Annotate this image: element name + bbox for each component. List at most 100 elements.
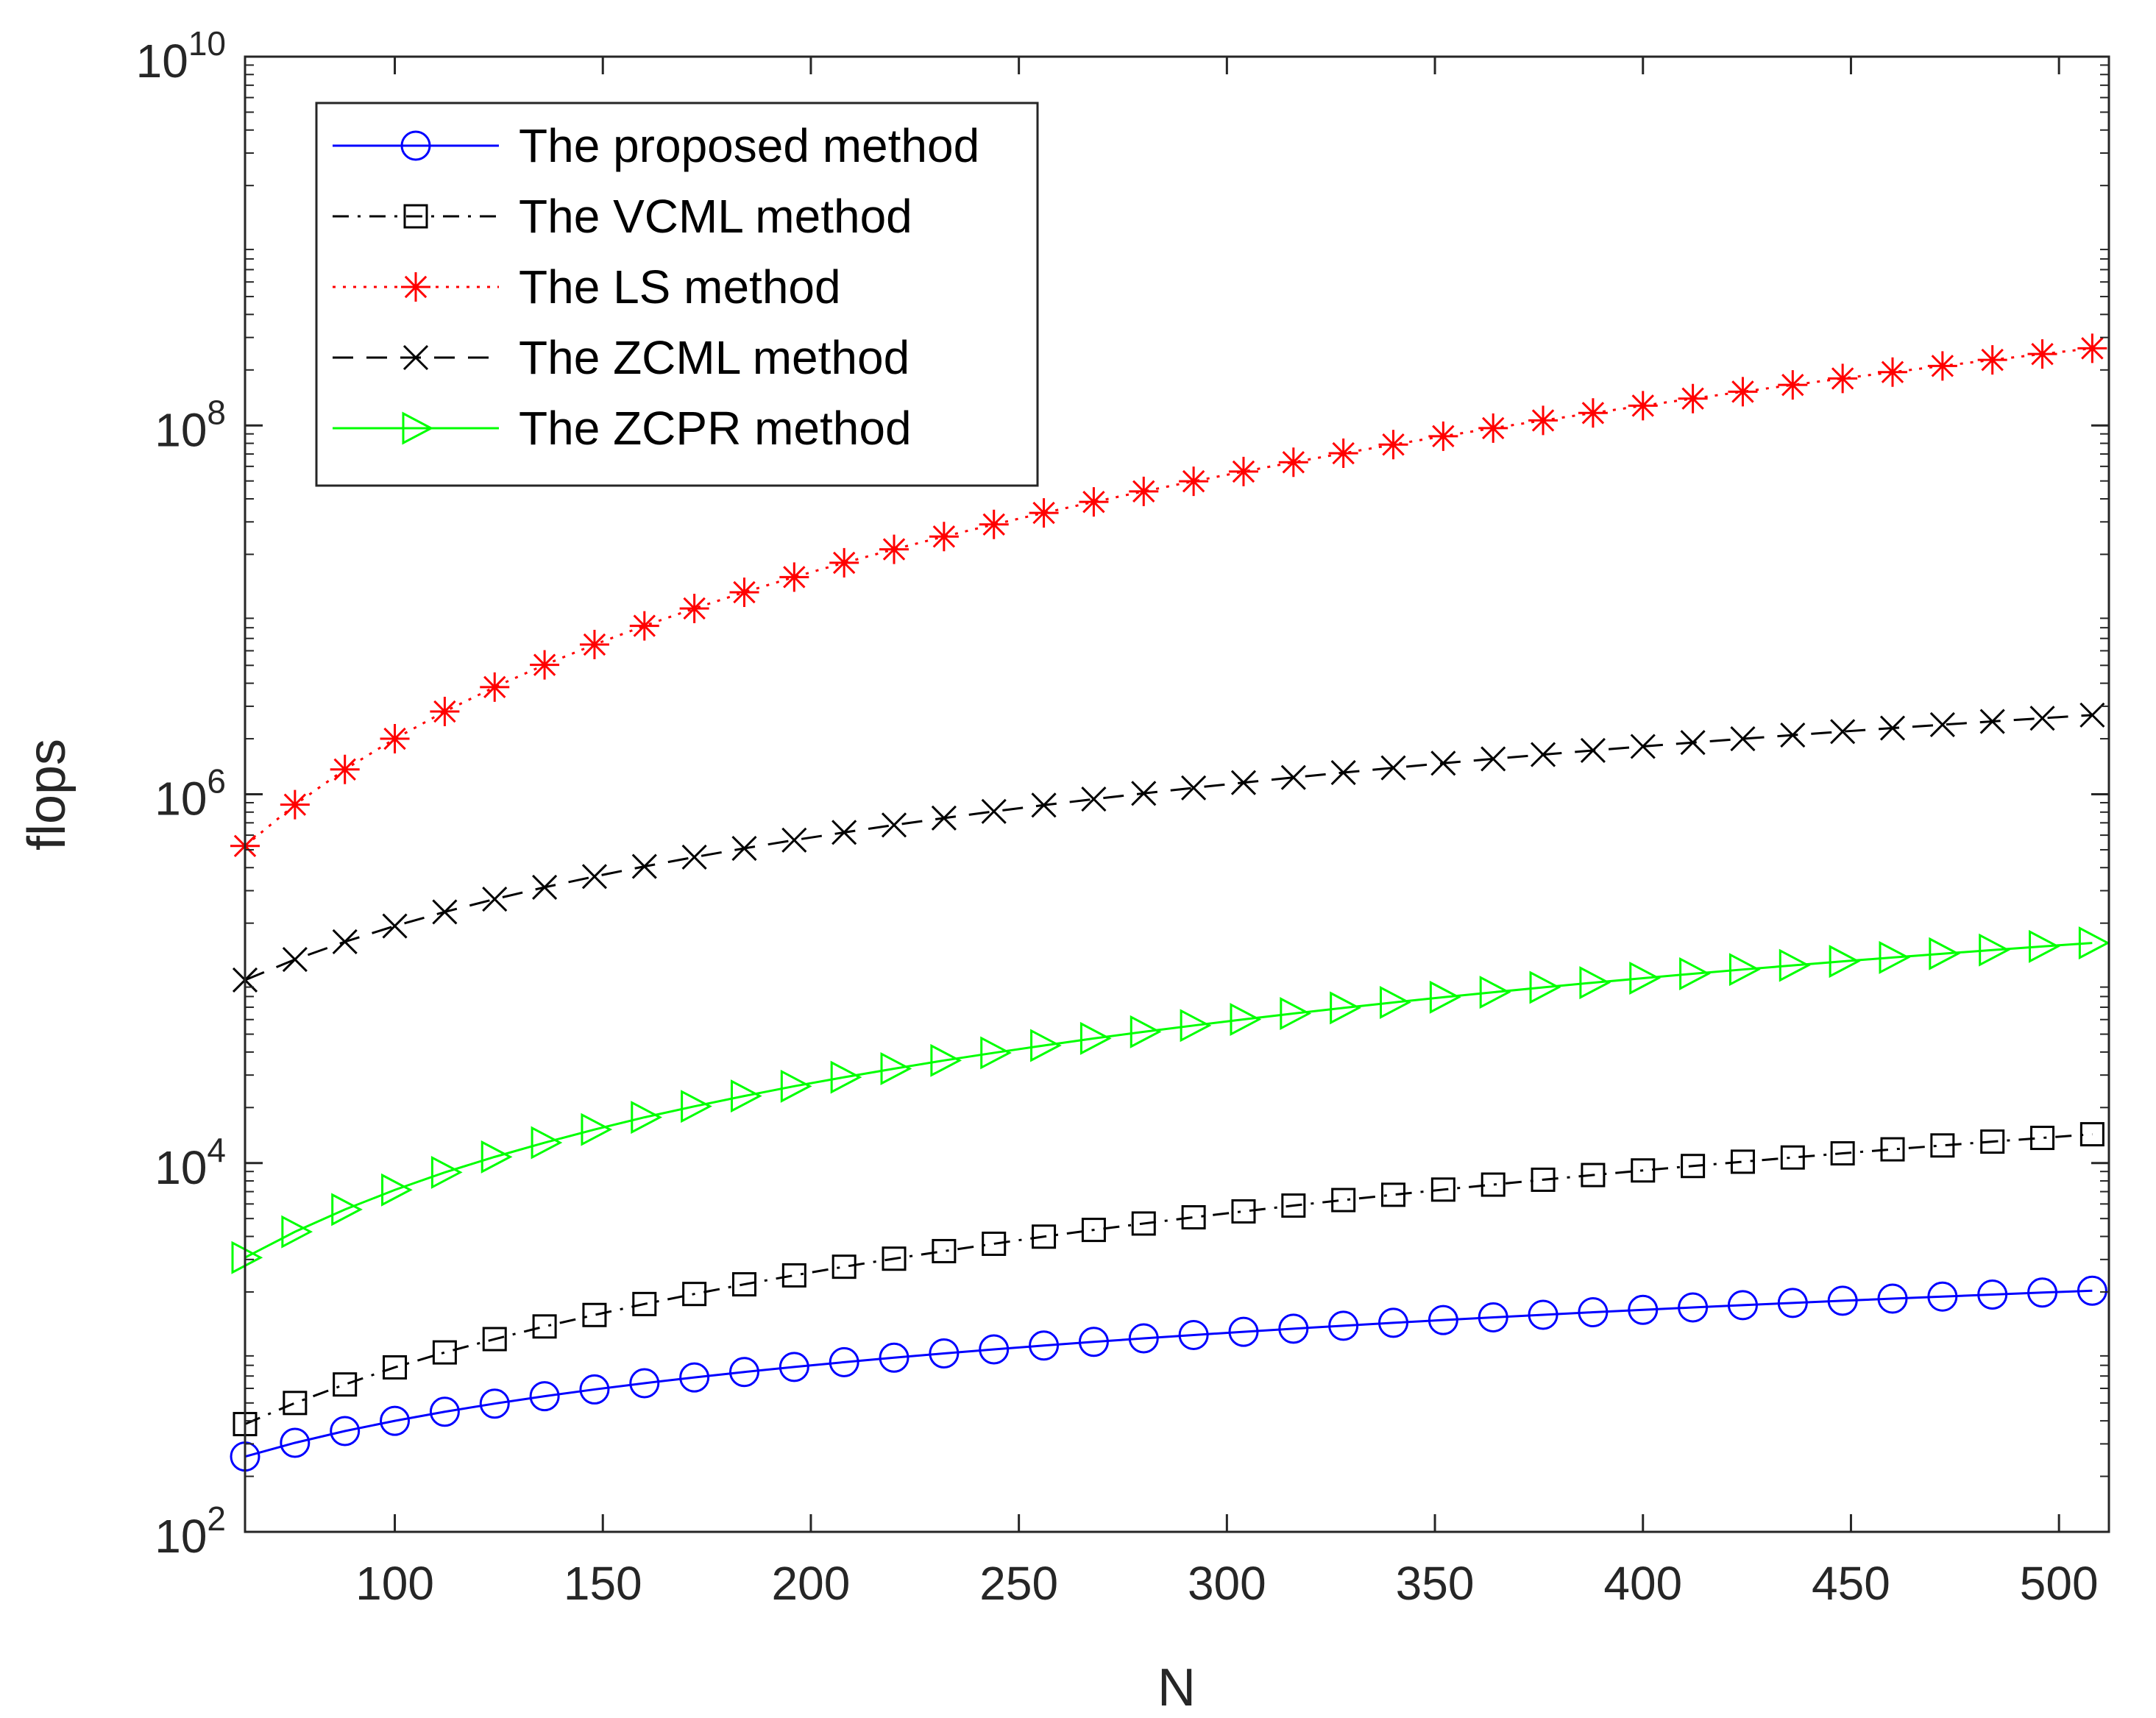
data-point-the-ls-method <box>1828 363 1858 394</box>
data-point-the-ls-method <box>430 697 460 727</box>
data-point-the-zcml-method <box>781 827 807 853</box>
data-point-the-zcml-method <box>1481 746 1506 772</box>
data-point-the-proposed-method <box>380 1405 411 1436</box>
data-point-the-zcml-method <box>1830 719 1856 745</box>
x-tick-label: 500 <box>2020 1557 2099 1610</box>
data-point-the-zcpr-method <box>681 1090 712 1124</box>
data-point-the-zcpr-method <box>1929 937 1961 970</box>
data-point-the-vcml-method <box>1681 1154 1706 1179</box>
data-point-the-proposed-method <box>1678 1292 1709 1323</box>
data-point-the-zcpr-method <box>281 1215 313 1249</box>
data-point-the-ls-method <box>1877 357 1907 387</box>
legend-marker-the-zcpr-method <box>402 411 434 445</box>
data-point-the-proposed-method <box>579 1374 610 1405</box>
x-tick-label: 150 <box>564 1557 642 1610</box>
data-point-the-ls-method <box>1179 466 1209 497</box>
data-point-the-proposed-method <box>728 1357 759 1388</box>
data-point-the-vcml-method <box>432 1340 457 1365</box>
data-point-the-zcml-method <box>1280 764 1306 790</box>
data-point-the-ls-method <box>1977 345 2007 375</box>
data-point-the-vcml-method <box>1430 1177 1455 1202</box>
data-point-the-zcpr-method <box>1130 1015 1162 1048</box>
legend-marker-the-proposed-method <box>400 130 431 161</box>
data-point-the-zcpr-method <box>1779 948 1811 982</box>
data-point-the-zcml-method <box>881 812 907 838</box>
data-point-the-vcml-method <box>1331 1188 1356 1213</box>
data-point-the-vcml-method <box>1281 1193 1306 1218</box>
data-point-the-zcpr-method <box>880 1051 912 1085</box>
data-point-the-zcpr-method <box>1380 985 1411 1019</box>
data-point-the-proposed-method <box>779 1352 809 1382</box>
data-point-the-ls-method <box>1728 377 1758 407</box>
data-point-the-ls-method <box>1378 430 1408 460</box>
data-point-the-vcml-method <box>882 1246 907 1271</box>
data-point-the-zcpr-method <box>2029 929 2060 963</box>
data-point-the-vcml-method <box>781 1263 806 1288</box>
data-point-the-zcml-method <box>1380 755 1406 781</box>
data-point-the-zcpr-method <box>1429 980 1461 1014</box>
data-point-the-proposed-method <box>1328 1310 1359 1341</box>
data-point-the-zcml-method <box>1131 781 1157 806</box>
data-point-the-zcml-method <box>931 805 957 831</box>
series-layer <box>230 333 2110 1472</box>
data-point-the-zcml-method <box>382 913 408 939</box>
data-point-the-zcpr-method <box>481 1140 513 1174</box>
data-point-the-zcpr-method <box>1280 997 1312 1031</box>
data-point-the-zcml-method <box>282 947 308 973</box>
data-point-the-ls-method <box>1228 456 1258 486</box>
legend-label-the-zcml-method: The ZCML method <box>519 331 909 384</box>
data-point-the-proposed-method <box>679 1362 710 1393</box>
data-point-the-ls-method <box>979 509 1009 539</box>
axes-layer: 100 150 200 250 300 350 400 450 500 102 104 106 108 1… <box>136 24 2110 1610</box>
data-point-the-zcml-method <box>1580 737 1606 764</box>
data-point-the-ls-method <box>2027 339 2057 369</box>
data-point-the-proposed-method <box>1178 1319 1209 1350</box>
data-point-the-vcml-method <box>1032 1224 1057 1249</box>
data-point-the-ls-method <box>1927 351 1957 381</box>
data-point-the-ls-method <box>330 754 360 784</box>
data-point-the-vcml-method <box>1381 1182 1406 1207</box>
data-point-the-zcml-method <box>681 844 707 870</box>
data-point-the-ls-method <box>729 577 759 607</box>
data-point-the-zcpr-method <box>2078 926 2110 960</box>
data-point-the-zcml-method <box>1929 711 1955 738</box>
x-tick-label: 250 <box>979 1557 1058 1610</box>
data-point-the-ls-method <box>1079 487 1109 517</box>
data-point-the-zcml-method <box>1330 759 1356 786</box>
data-point-the-zcpr-method <box>381 1173 413 1207</box>
data-point-the-vcml-method <box>1980 1129 2005 1154</box>
data-point-the-zcml-method <box>2029 706 2055 731</box>
data-point-the-zcml-method <box>1181 775 1207 801</box>
data-point-the-ls-method <box>1778 370 1808 400</box>
series-the-vcml-method <box>233 1122 2104 1437</box>
data-point-the-zcpr-method <box>1529 970 1561 1004</box>
data-point-the-zcpr-method <box>1330 991 1361 1025</box>
y-tick-label: 1010 <box>136 24 226 88</box>
data-point-the-zcml-method <box>731 835 757 862</box>
data-point-the-zcml-method <box>1780 723 1806 748</box>
x-tick-label: 200 <box>772 1557 851 1610</box>
data-point-the-ls-method <box>2077 333 2107 363</box>
data-point-the-zcpr-method <box>631 1101 663 1135</box>
series-the-zcpr-method <box>231 926 2110 1274</box>
data-point-the-proposed-method <box>829 1346 859 1377</box>
data-point-the-proposed-method <box>1528 1299 1559 1330</box>
data-point-the-vcml-method <box>982 1231 1007 1256</box>
x-tick-label: 400 <box>1603 1557 1682 1610</box>
data-point-the-proposed-method <box>979 1334 1010 1365</box>
data-point-the-ls-method <box>1428 421 1458 451</box>
data-point-the-zcml-method <box>1630 734 1656 759</box>
data-point-the-vcml-method <box>482 1327 507 1352</box>
data-point-the-proposed-method <box>929 1338 960 1369</box>
legend-marker-the-vcml-method <box>403 204 428 229</box>
y-tick-label: 102 <box>155 1499 226 1563</box>
legend-entry-the-vcml-method: The VCML method <box>333 190 912 243</box>
data-point-the-zcpr-method <box>430 1155 463 1189</box>
data-point-the-zcml-method <box>332 929 358 955</box>
data-point-the-proposed-method <box>1278 1313 1309 1344</box>
legend-entry-the-ls-method: The LS method <box>333 260 841 313</box>
data-point-the-ls-method <box>280 789 310 820</box>
data-point-the-vcml-method <box>1780 1145 1805 1170</box>
y-axis-title: flops <box>18 739 77 851</box>
data-point-the-zcpr-method <box>1679 956 1711 990</box>
